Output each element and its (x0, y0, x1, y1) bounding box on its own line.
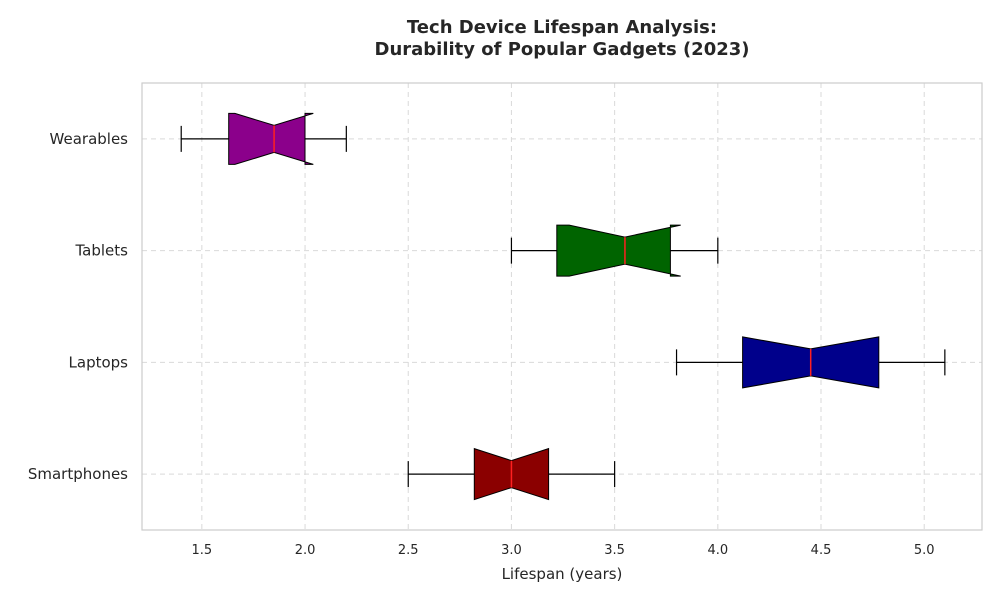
y-category-label: Tablets (75, 242, 129, 260)
box-body (556, 224, 681, 277)
x-tick-label: 1.5 (192, 543, 213, 558)
box-body (228, 112, 314, 165)
x-tick-label: 4.0 (707, 543, 728, 558)
y-category-label: Laptops (69, 353, 129, 371)
y-category-labels: Smartphones Laptops Tablets Wearables (28, 130, 128, 483)
box-laptops (675, 336, 946, 389)
box-wearables (180, 112, 347, 165)
x-axis-label: Lifespan (years) (502, 565, 623, 583)
x-tick-label: 2.5 (398, 543, 419, 558)
x-ticks: 1.5 2.0 2.5 3.0 3.5 4.0 4.5 5.0 (192, 543, 935, 558)
plot-frame (141, 82, 983, 531)
x-tick-label: 3.5 (604, 543, 625, 558)
box-smartphones (407, 447, 616, 501)
x-tick-label: 2.0 (295, 543, 316, 558)
y-category-label: Smartphones (28, 465, 128, 483)
x-tick-label: 5.0 (914, 543, 935, 558)
boxes (180, 112, 946, 501)
chart-title-line-2: Durability of Popular Gadgets (2023) (375, 39, 750, 60)
y-category-label: Wearables (50, 130, 129, 148)
chart-title-line-1: Tech Device Lifespan Analysis: (407, 17, 717, 38)
x-tick-label: 3.0 (501, 543, 522, 558)
x-tick-label: 4.5 (811, 543, 832, 558)
box-tablets (510, 224, 719, 277)
